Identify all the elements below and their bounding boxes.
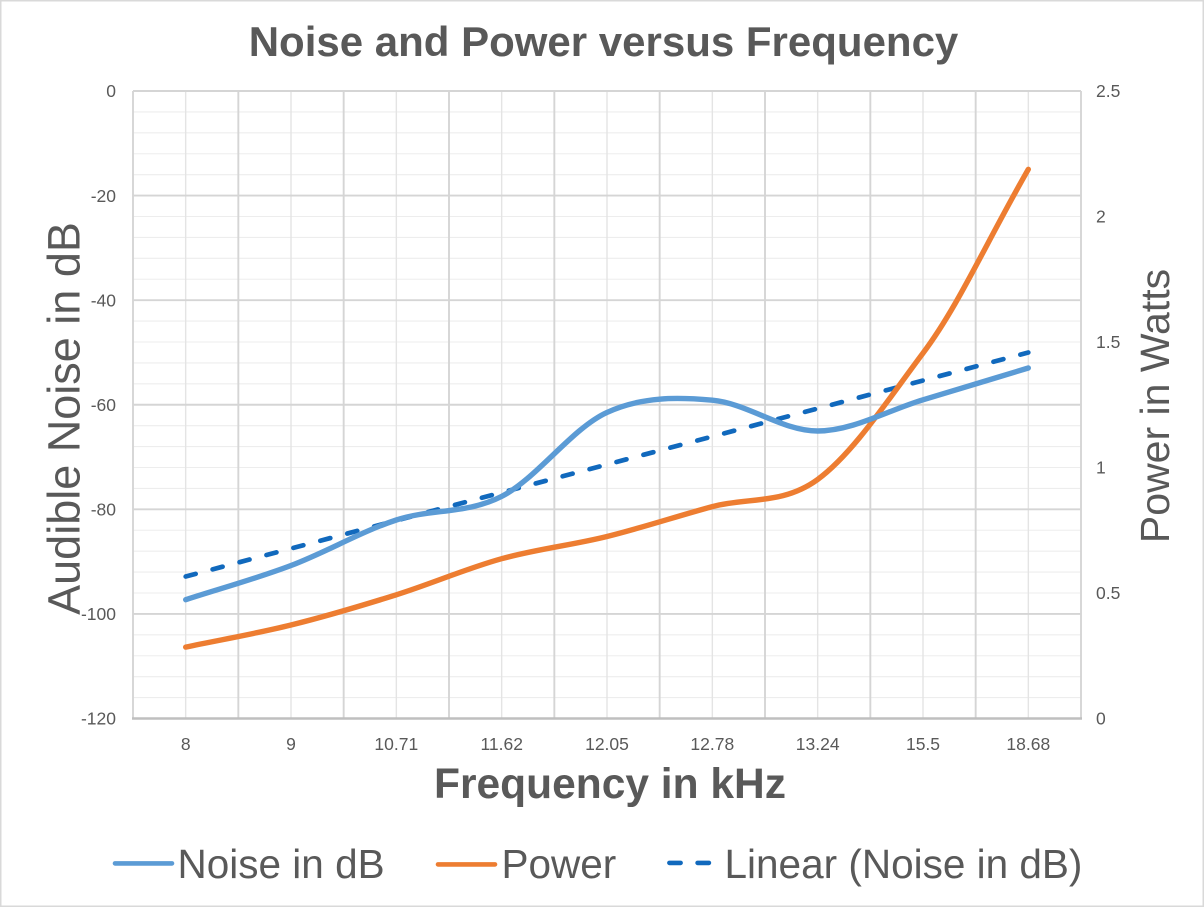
svg-text:Audible Noise in dB: Audible Noise in dB: [39, 222, 90, 615]
svg-text:-40: -40: [91, 290, 117, 310]
svg-text:Noise and Power versus Frequen: Noise and Power versus Frequency: [249, 18, 959, 65]
svg-text:Frequency in kHz: Frequency in kHz: [434, 761, 786, 808]
svg-text:2: 2: [1096, 207, 1106, 227]
svg-text:12.05: 12.05: [585, 734, 629, 754]
svg-text:-60: -60: [91, 395, 117, 415]
svg-text:-80: -80: [91, 500, 117, 520]
svg-text:-100: -100: [81, 604, 116, 624]
svg-text:Noise in dB: Noise in dB: [178, 841, 385, 887]
svg-text:0: 0: [106, 81, 116, 101]
svg-text:Linear (Noise in dB): Linear (Noise in dB): [725, 841, 1083, 887]
svg-text:11.62: 11.62: [480, 734, 523, 754]
svg-text:0.5: 0.5: [1096, 583, 1120, 603]
svg-text:1: 1: [1096, 458, 1106, 478]
svg-text:10.71: 10.71: [374, 734, 418, 754]
svg-text:Power in Watts: Power in Watts: [1132, 269, 1178, 543]
svg-text:18.68: 18.68: [1006, 734, 1050, 754]
svg-text:12.78: 12.78: [690, 734, 734, 754]
svg-text:Power: Power: [502, 841, 617, 887]
svg-text:15.5: 15.5: [906, 734, 940, 754]
svg-text:1.5: 1.5: [1096, 332, 1120, 352]
svg-text:2.5: 2.5: [1096, 81, 1120, 101]
svg-text:8: 8: [181, 734, 191, 754]
svg-text:13.24: 13.24: [796, 734, 840, 754]
svg-text:9: 9: [286, 734, 296, 754]
svg-text:0: 0: [1096, 709, 1106, 729]
svg-text:-20: -20: [91, 186, 117, 206]
svg-text:-120: -120: [81, 709, 116, 729]
